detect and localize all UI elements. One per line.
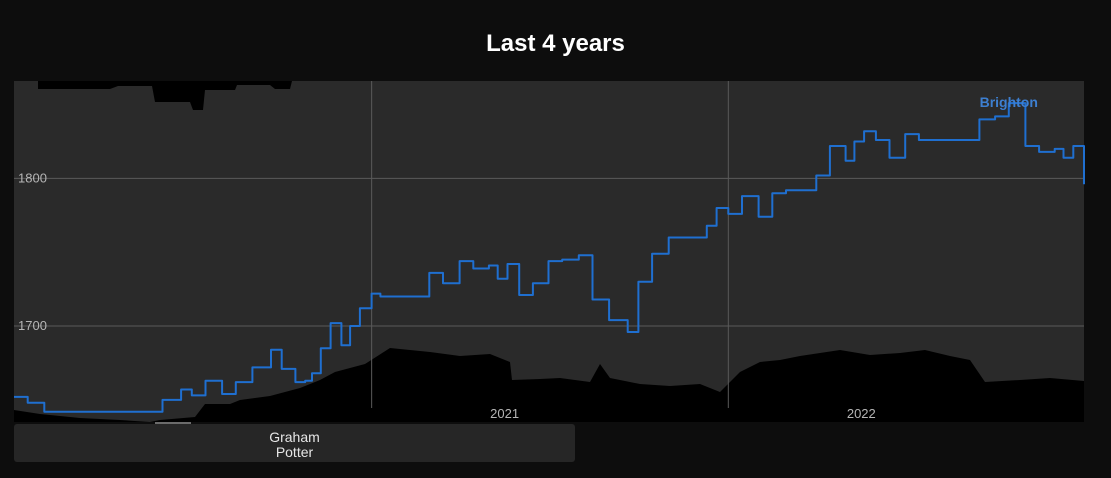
x-tick-label: 2021 — [490, 406, 519, 421]
series-line-brighton — [14, 102, 1085, 413]
grid-layer — [14, 81, 1084, 408]
tick-layer: 1700 1800 2021 2022 — [18, 170, 876, 421]
manager-annotation-bar: Graham Potter — [14, 424, 575, 462]
y-tick-label: 1700 — [18, 318, 47, 333]
y-tick-label: 1800 — [18, 170, 47, 185]
top-black-band — [38, 81, 292, 110]
manager-label: Graham Potter — [269, 429, 320, 460]
series-label-brighton: Brighton — [980, 94, 1038, 110]
x-tick-label: 2022 — [847, 406, 876, 421]
shadow-area — [14, 348, 1084, 422]
chart-title: Last 4 years — [486, 30, 625, 57]
